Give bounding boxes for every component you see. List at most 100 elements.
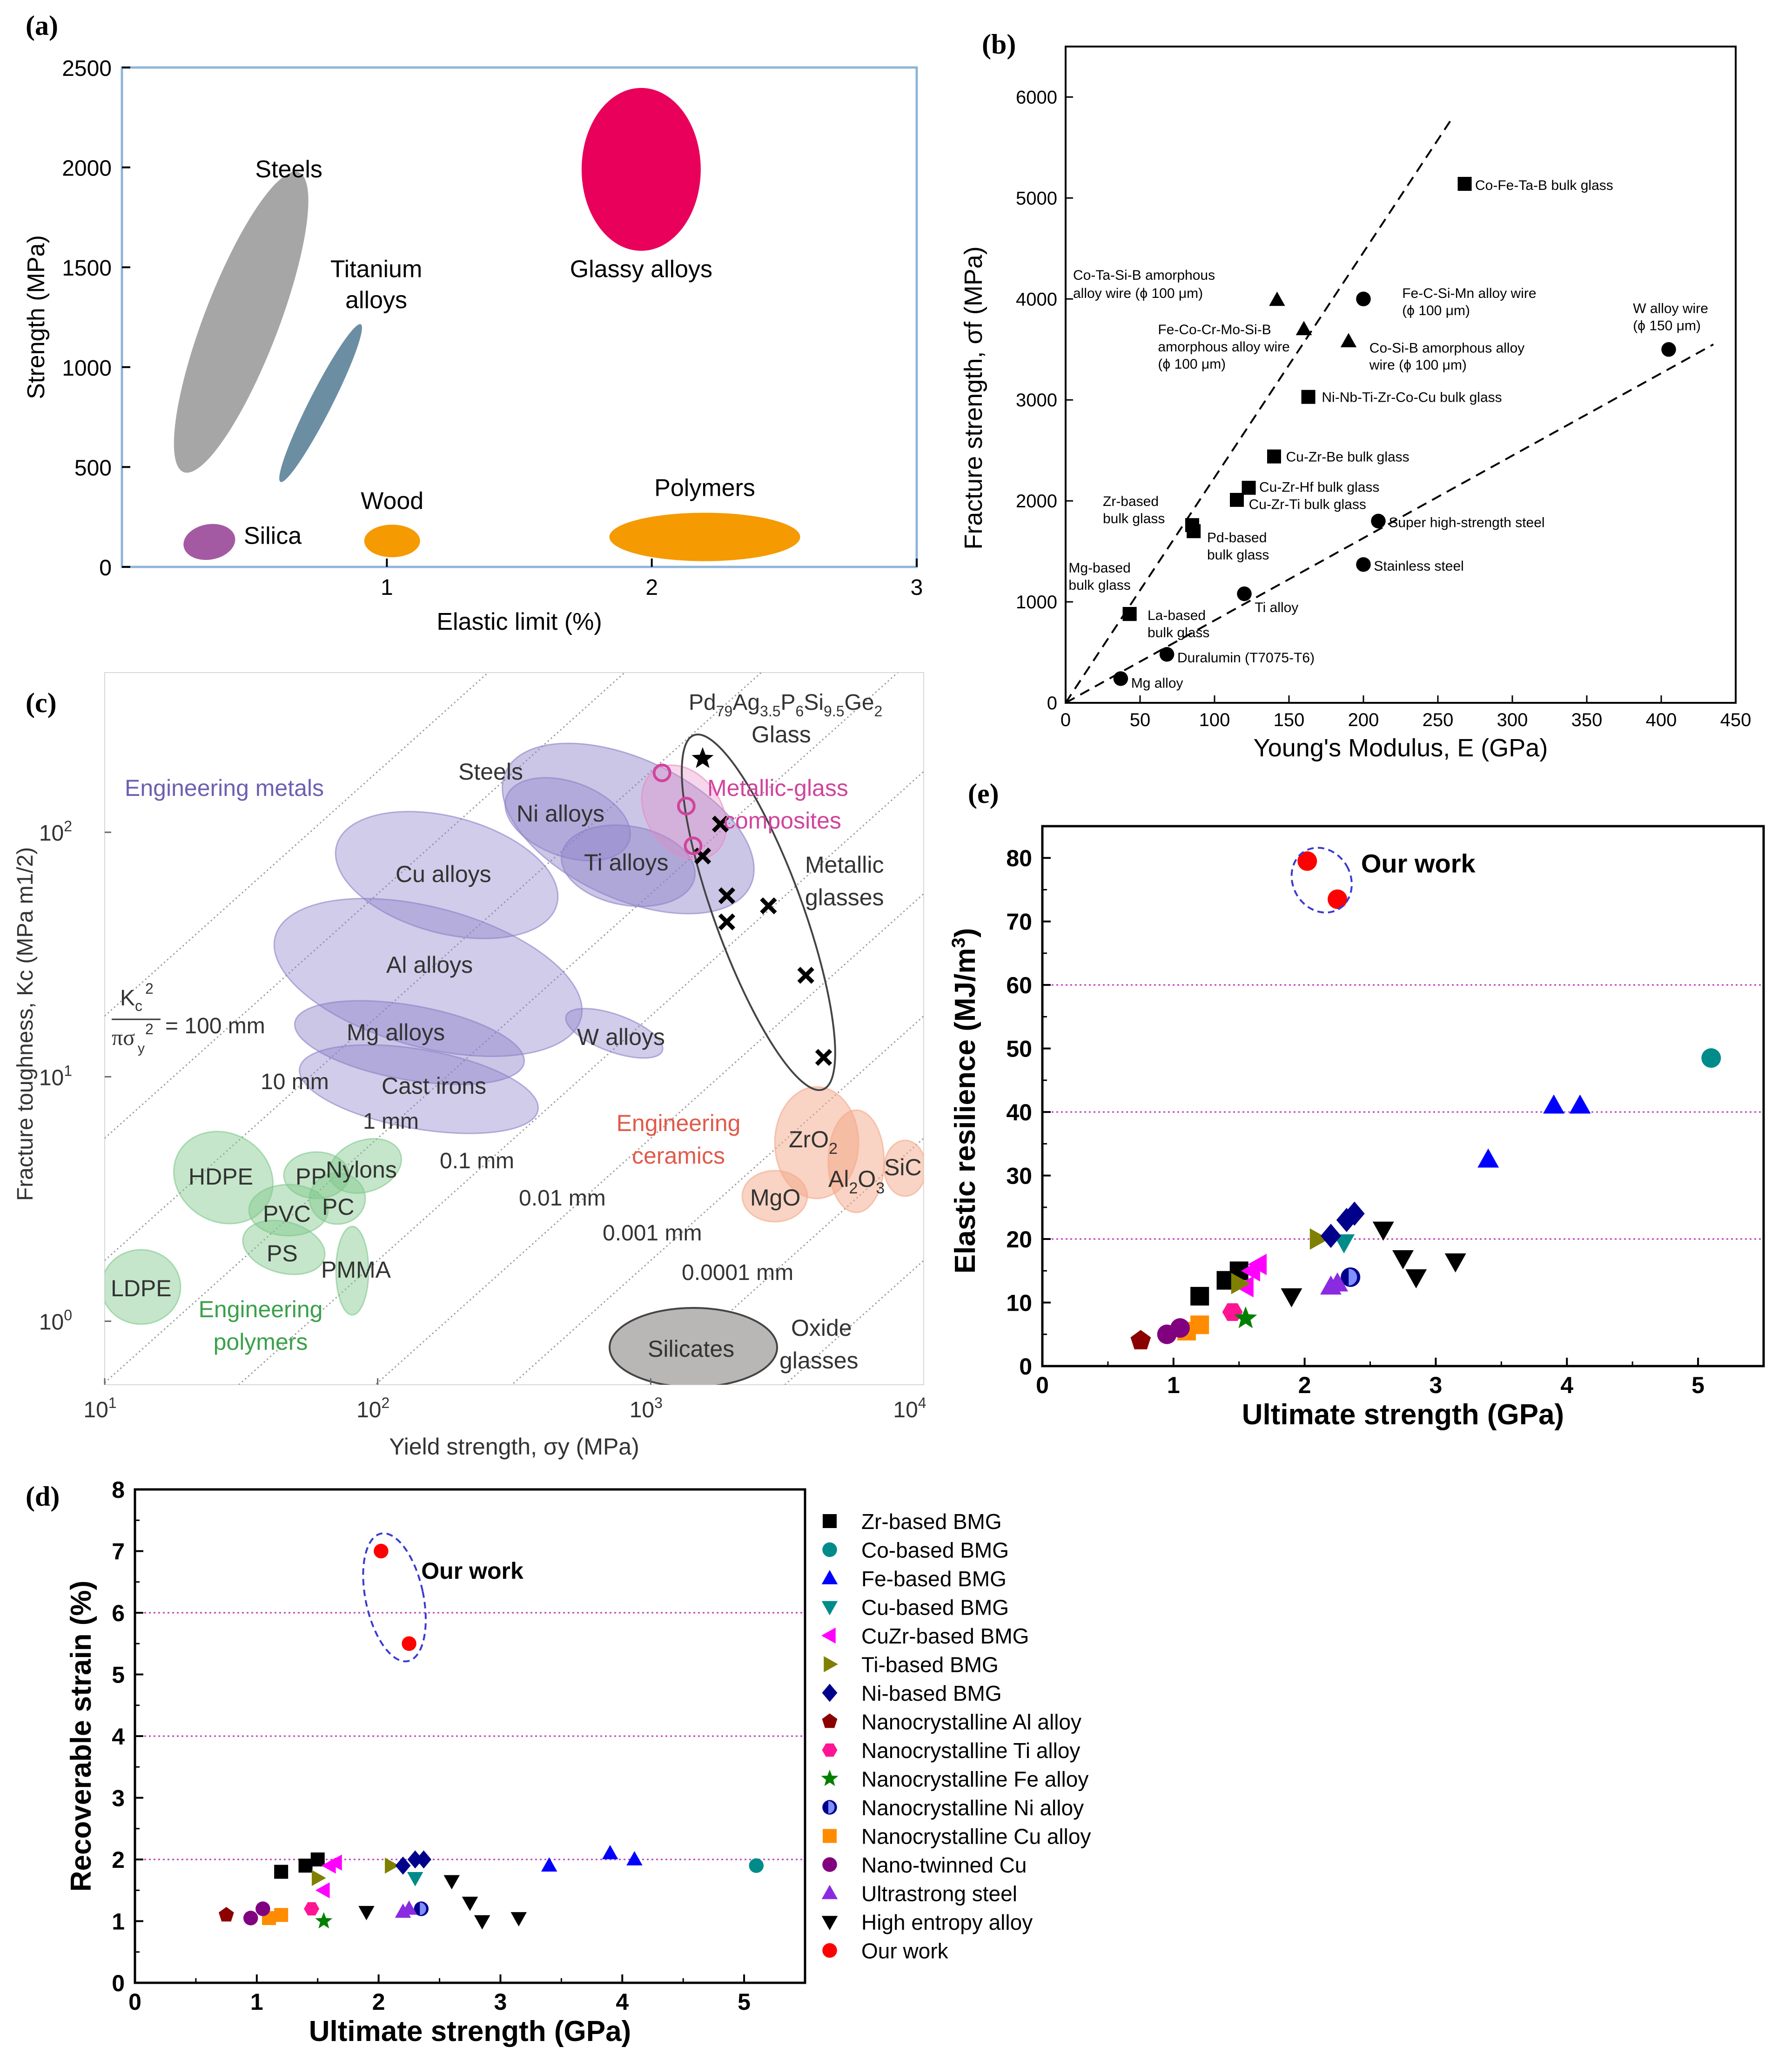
x-tick-label: 1	[1167, 1372, 1180, 1398]
formula-exp: 2	[145, 1021, 154, 1037]
formula-sub: 3	[876, 1179, 885, 1197]
ti-alloys-region	[560, 824, 696, 907]
x-axis-label: Ultimate strength (GPa)	[309, 2015, 631, 2048]
y-tick-label: 102	[39, 818, 72, 846]
plot-frame	[1065, 46, 1737, 704]
data-point	[1159, 647, 1175, 662]
data-point	[1301, 390, 1315, 404]
point-label: Fe-Co-Cr-Mo-Si-B	[1158, 322, 1271, 337]
group-label-ceramics: ceramics	[632, 1143, 725, 1169]
steels-region	[174, 171, 309, 473]
data-point	[1477, 1148, 1499, 1168]
wood-region	[364, 525, 420, 558]
fit-line	[1065, 344, 1714, 704]
x-tick-label: 103	[630, 1394, 663, 1422]
data-point	[749, 1858, 764, 1873]
group-label-polymers: Engineering	[199, 1296, 323, 1322]
our-work-annotation: Our work	[1361, 849, 1476, 878]
x-tick-label: 50	[1130, 710, 1151, 730]
y-tick-label: 0	[99, 556, 112, 580]
material-label: ZrO2	[789, 1126, 838, 1158]
material-label: Al2O3	[828, 1166, 885, 1197]
y-tick-label: 70	[1006, 909, 1032, 935]
x-tick-label: 350	[1571, 710, 1603, 730]
y-tick-label: 3000	[1016, 390, 1057, 411]
ps-region	[242, 1219, 326, 1275]
data-point	[407, 1872, 423, 1886]
formula-part: 2	[874, 703, 883, 720]
guide-line	[105, 673, 626, 1139]
data-point	[395, 1856, 411, 1875]
hdpe-region	[173, 1131, 274, 1225]
metallic-glass-point	[797, 967, 814, 984]
guide-label: = 100 mm	[165, 1014, 265, 1038]
material-label: Ni alloys	[517, 801, 604, 827]
material-label: W alloys	[577, 1024, 665, 1050]
x-tick-label: 150	[1274, 710, 1305, 730]
y-tick-label: 5000	[1016, 188, 1057, 209]
point-label: amorphous alloy wire	[1158, 339, 1289, 355]
group-label-composites: Metallic-glass	[707, 775, 848, 801]
point-label: Mg-based	[1068, 560, 1130, 576]
point-label: Duralumin (T7075-T6)	[1177, 650, 1315, 666]
guide-label: 0.1 mm	[440, 1149, 514, 1173]
data-point	[1392, 1250, 1414, 1269]
material-label: MgO	[750, 1185, 800, 1211]
y-axis-label: Elastic resilience (MJ/m3)	[948, 928, 981, 1273]
point-label: La-based	[1148, 608, 1206, 623]
x-axis-label: Elastic limit (%)	[436, 608, 602, 635]
data-point	[1230, 492, 1244, 507]
x-tick-label: 3	[1430, 1372, 1443, 1398]
y-tick-label: 1000	[1016, 592, 1057, 613]
x-tick-label: 2	[645, 575, 658, 600]
point-label: Cu-Zr-Be bulk glass	[1286, 450, 1409, 465]
data-point	[462, 1897, 478, 1911]
formula-k: K	[120, 986, 135, 1010]
guide-label: 0.001 mm	[603, 1221, 702, 1246]
region-label-silica: Silica	[244, 523, 302, 550]
x-tick-label: 1	[381, 575, 393, 600]
guide-label: 10 mm	[261, 1070, 329, 1094]
region-label-steels: Steels	[255, 156, 322, 183]
data-point	[416, 1850, 432, 1869]
data-point	[1297, 851, 1317, 871]
data-point	[1372, 1221, 1394, 1241]
data-point	[407, 1850, 423, 1869]
x-axis-label: Yield strength, σy (MPa)	[389, 1434, 639, 1460]
data-point	[1356, 291, 1371, 307]
plot-area	[105, 673, 924, 1385]
metallic-glass-point	[815, 1049, 832, 1066]
point-label: Co-Si-B amorphous alloy	[1369, 340, 1524, 356]
group-label-metals: Engineering metals	[125, 775, 324, 801]
data-point	[1371, 513, 1386, 529]
silica-region	[183, 524, 235, 560]
guide-line	[510, 1015, 924, 1385]
point-label: W alloy wire	[1633, 301, 1708, 317]
our-work-annotation: Our work	[421, 1558, 524, 1584]
data-point	[1569, 1094, 1591, 1114]
legend-marker	[824, 1656, 838, 1672]
formula-part: 3.5	[760, 703, 780, 720]
data-point	[243, 1911, 258, 1926]
data-point	[1122, 607, 1137, 621]
cu-alloys-region	[335, 811, 559, 939]
legend-label: Fe-based BMG	[861, 1567, 1007, 1591]
data-point	[311, 1870, 326, 1886]
pd-glass-formula: Pd79Ag3.5P6Si9.5Ge2	[689, 690, 882, 720]
material-label: Cu alloys	[396, 861, 491, 887]
data-point	[401, 1900, 417, 1915]
nylons-region	[329, 1138, 402, 1194]
legend-marker	[822, 1542, 837, 1557]
ldpe-region	[105, 1249, 181, 1325]
material-label: Nylons	[326, 1157, 397, 1183]
y-tick-label: 80	[1006, 845, 1032, 871]
y-axis-label: Recoverable strain (%)	[65, 1581, 97, 1892]
x-tick-label: 3	[911, 575, 923, 600]
plot-frame	[104, 672, 924, 1385]
region-label-titanium-1: Titanium	[330, 256, 422, 283]
data-point	[1237, 586, 1252, 601]
material-label: Al alloys	[386, 952, 473, 978]
data-point	[304, 1902, 320, 1916]
composite-point	[684, 836, 703, 855]
x-tick-label: 4	[616, 1989, 629, 2015]
